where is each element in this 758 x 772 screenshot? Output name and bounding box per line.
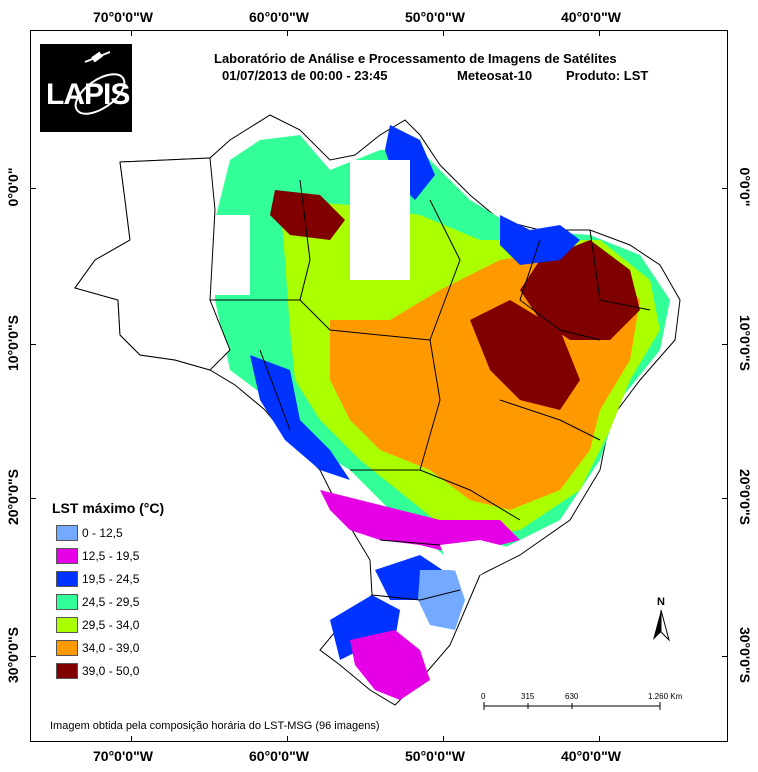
- lst-zone-19-24-s: [330, 595, 400, 660]
- legend-label: 29,5 - 34,0: [82, 618, 140, 632]
- legend-swatch: [56, 617, 78, 633]
- state-border: [419, 199, 461, 471]
- lon-label-bottom-60: 60°0'0"W: [249, 748, 309, 764]
- legend-swatch: [56, 640, 78, 656]
- state-border: [299, 179, 311, 301]
- legend-item: 19,5 - 24,5: [56, 570, 139, 588]
- north-arrow-icon: [653, 609, 670, 642]
- tick: [131, 736, 132, 742]
- legend-title: LST máximo (°C): [52, 500, 165, 516]
- title-satellite: Meteosat-10: [457, 68, 533, 83]
- legend-item: 29,5 - 34,0: [56, 616, 139, 634]
- legend-label: 19,5 - 24,5: [82, 572, 140, 586]
- legend-item: 24,5 - 29,5: [56, 593, 139, 611]
- no-data-stripe: [350, 160, 410, 280]
- tick: [131, 30, 132, 36]
- scale-label-630: 630: [565, 692, 579, 701]
- scale-label-1260: 1.260 Km: [648, 692, 683, 701]
- scale-label-0: 0: [481, 692, 486, 701]
- no-data-west: [74, 157, 231, 371]
- lst-zone-19-24-w: [250, 355, 350, 480]
- no-data-se: [440, 540, 520, 575]
- lon-label-bottom-70: 70°0'0"W: [93, 748, 153, 764]
- legend-swatch: [56, 525, 78, 541]
- tick: [30, 656, 36, 657]
- tick: [599, 736, 600, 742]
- tick: [30, 344, 36, 345]
- legend-swatch: [56, 548, 78, 564]
- lon-label-bottom-50: 50°0'0"W: [405, 748, 465, 764]
- lon-label-top-70: 70°0'0"W: [93, 9, 153, 25]
- lon-label-top-60: 60°0'0"W: [249, 9, 309, 25]
- lst-zone-12-19: [320, 490, 520, 555]
- title-line-1: Laboratório de Análise e Processamento d…: [214, 51, 617, 66]
- legend-swatch: [56, 571, 78, 587]
- legend-item: 0 - 12,5: [56, 524, 123, 542]
- lst-zone-39-50-n: [270, 190, 345, 240]
- tick: [287, 736, 288, 742]
- logo-text: LAPIS: [46, 78, 130, 111]
- lon-label-top-40: 40°0'0"W: [561, 9, 621, 25]
- legend-label: 24,5 - 29,5: [82, 595, 140, 609]
- legend-item: 39,0 - 50,0: [56, 662, 139, 680]
- state-borders: [210, 179, 651, 601]
- tick: [443, 736, 444, 742]
- legend-item: 12,5 - 19,5: [56, 547, 139, 565]
- scale-label-315: 315: [521, 692, 535, 701]
- north-label: N: [657, 596, 665, 608]
- title-product: Produto: LST: [566, 68, 649, 83]
- legend-item: 34,0 - 39,0: [56, 639, 139, 657]
- tick: [599, 30, 600, 36]
- lst-zone-39-50-c: [470, 300, 580, 410]
- state-border: [499, 399, 601, 441]
- footer-note: Imagem obtida pela composição horária do…: [50, 720, 380, 732]
- state-border: [519, 239, 601, 341]
- tick: [30, 498, 36, 499]
- legend-label: 39,0 - 50,0: [82, 664, 140, 678]
- legend-label: 34,0 - 39,0: [82, 641, 140, 655]
- legend-swatch: [56, 663, 78, 679]
- lst-zone-39-50-ne: [520, 240, 640, 340]
- lst-zone-0-12: [418, 570, 465, 630]
- legend-label: 12,5 - 19,5: [82, 549, 140, 563]
- tick: [722, 344, 728, 345]
- tick: [722, 498, 728, 499]
- lst-zone-12-19-s: [350, 630, 430, 700]
- state-border: [379, 539, 441, 546]
- tick: [30, 188, 36, 189]
- tick: [722, 188, 728, 189]
- tick: [443, 30, 444, 36]
- state-border: [259, 349, 291, 431]
- satellite-icon: [74, 51, 126, 115]
- lon-label-bottom-40: 40°0'0"W: [561, 748, 621, 764]
- no-data-stripe: [215, 215, 250, 295]
- state-border: [589, 229, 651, 311]
- state-border: [210, 299, 431, 341]
- tick: [287, 30, 288, 36]
- lapis-logo: LAPIS: [40, 44, 132, 132]
- lon-label-top-50: 50°0'0"W: [405, 9, 465, 25]
- legend-label: 0 - 12,5: [82, 526, 123, 540]
- title-date: 01/07/2013 de 00:00 - 23:45: [222, 68, 388, 83]
- state-border: [350, 469, 521, 521]
- state-border: [371, 589, 461, 601]
- scale-bar: [483, 702, 661, 710]
- tick: [722, 656, 728, 657]
- legend-swatch: [56, 594, 78, 610]
